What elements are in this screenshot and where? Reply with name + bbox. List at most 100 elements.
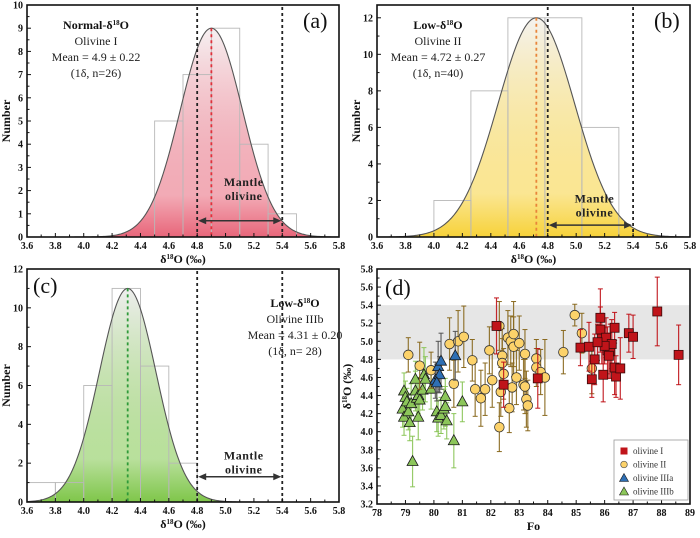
data-point-triangle <box>412 410 425 422</box>
y-tick-label: 0 <box>18 233 23 244</box>
y-tick-label: 5.4 <box>361 301 374 312</box>
data-point-triangle <box>404 396 418 409</box>
x-tick-label: 79 <box>400 508 410 519</box>
x-tick-label: 3.8 <box>49 241 62 252</box>
data-point-triangle <box>397 410 411 422</box>
data-point-circle <box>469 384 481 395</box>
gaussian-curve <box>376 17 691 238</box>
mantle-label: Mantle <box>224 175 264 189</box>
y-tick-label: 3.8 <box>361 445 374 456</box>
data-point-circle <box>414 360 425 371</box>
gaussian-fill <box>377 17 690 237</box>
data-point-circle <box>569 309 580 321</box>
y-tick-label: 4.2 <box>361 409 374 420</box>
data-point-triangle <box>456 395 469 407</box>
n-label: (1δ, n= 28) <box>268 344 321 358</box>
data-point-square <box>604 350 614 361</box>
legend: olivine I olivine II olivine IIIa olivine I… <box>613 439 689 501</box>
data-point-square <box>586 374 597 385</box>
y-tick-label: 3.6 <box>361 463 374 474</box>
arrow-left-icon <box>198 473 207 481</box>
y-tick-label: 9 <box>18 24 23 35</box>
y-tick-label: 0 <box>368 233 373 244</box>
x-tick-label: 3.8 <box>49 506 62 517</box>
y-tick-label: 3.4 <box>361 481 374 492</box>
data-point-square <box>575 342 586 353</box>
x-tick-label: 4.8 <box>191 241 204 252</box>
data-point-square <box>628 331 638 342</box>
arrow-right-icon <box>273 217 282 225</box>
y-axis-title: δ18O (‰) <box>340 364 354 410</box>
panel-d-scatter: 78 79 80 81 82 83 84 85 86 87 88 89 3.2 3.4 3.6 3.8 4.0 4… <box>340 265 695 534</box>
y-tick-label: 4.6 <box>361 373 374 384</box>
y-tick-label: 8 <box>18 47 23 58</box>
legend-label: olivine I <box>633 446 663 456</box>
y-tick-label: 5.6 <box>361 283 374 294</box>
n-label: (1δ, n=26) <box>71 66 121 80</box>
mantle-label: olivine <box>225 462 263 476</box>
series-olivine-iiia <box>429 330 462 402</box>
y-axis-title: Number <box>0 99 13 142</box>
data-point-triangle <box>447 433 461 446</box>
y-tick-label: 12 <box>13 265 23 276</box>
x-tick-label: 83 <box>514 508 524 519</box>
y-tick-label: 7 <box>18 70 23 81</box>
x-tick-label: 5.6 <box>304 241 317 252</box>
data-point-square <box>595 312 606 323</box>
mantle-label: olivine <box>576 205 614 219</box>
x-tick-label: 4.8 <box>191 506 204 517</box>
data-point-triangle <box>439 389 452 401</box>
x-tick-label: 5.2 <box>248 241 261 252</box>
data-point-circle <box>519 348 531 360</box>
x-tick-label: 4.0 <box>428 241 441 252</box>
y-tick-label: 6 <box>368 123 373 134</box>
data-point-circle <box>484 345 495 356</box>
y-tick-label: 10 <box>13 1 23 12</box>
legend-label: olivine IIIa <box>633 473 673 483</box>
panel-label: (d) <box>385 275 411 300</box>
mean-label: Mean = 4.31 ± 0.20 <box>248 328 343 342</box>
legend-circle-icon <box>620 460 628 469</box>
x-tick-label: 4.6 <box>163 506 176 517</box>
mean-label: Mean = 4.9 ± 0.22 <box>52 50 141 64</box>
olivine-type-label: Olivine IIIb <box>267 312 324 326</box>
legend-label: olivine II <box>633 460 666 470</box>
x-tick-label: 5.8 <box>684 241 697 252</box>
y-tick-label: 5.2 <box>361 319 374 330</box>
mantle-label: Mantle <box>575 191 615 205</box>
x-tick-label: 4.4 <box>485 241 498 252</box>
y-tick-label: 12 <box>363 13 373 24</box>
legend-triangle-icon <box>618 472 630 482</box>
y-tick-label: 2 <box>18 459 23 470</box>
data-point-triangle <box>434 408 448 420</box>
y-tick-label: 3 <box>18 163 23 174</box>
x-tick-label: 88 <box>657 508 667 519</box>
x-tick-label: 3.8 <box>399 241 412 252</box>
data-point-triangle <box>403 415 416 428</box>
data-point-triangle <box>419 372 432 384</box>
y-tick-label: 3.2 <box>361 500 374 511</box>
series-olivine-iiib <box>396 347 469 488</box>
y-axis-title: Number <box>349 99 363 142</box>
x-tick-label: 4.4 <box>134 506 147 517</box>
y-tick-label: 2 <box>368 196 373 207</box>
data-point-square <box>532 373 543 384</box>
data-point-square <box>584 341 594 352</box>
data-point-square <box>611 371 621 382</box>
x-tick-label: 3.6 <box>21 506 34 517</box>
data-point-square <box>673 349 684 360</box>
data-point-circle <box>514 337 525 349</box>
x-tick-label: 5.0 <box>219 241 232 252</box>
y-axis-title: Number <box>0 364 13 407</box>
y-tick-label: 8 <box>368 86 373 97</box>
x-tick-label: 84 <box>543 508 553 519</box>
y-tick-label: 0 <box>18 498 23 509</box>
data-point-circle <box>467 355 478 366</box>
x-axis-title: δ18O (‰) <box>160 517 206 531</box>
data-point-circle <box>522 400 534 411</box>
y-tick-label: 4 <box>18 140 23 151</box>
arrow-left-icon <box>548 221 557 229</box>
